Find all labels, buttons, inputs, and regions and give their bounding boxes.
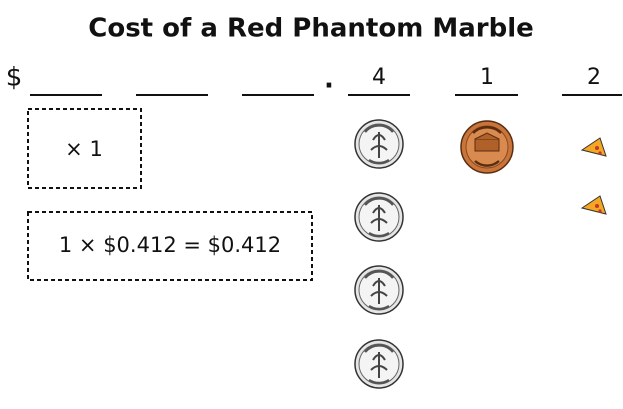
title: Cost of a Red Phantom Marble [88,14,534,44]
dime [353,264,405,316]
digit: 1 [480,65,494,90]
box-text: × 1 [65,137,103,161]
fraction-piece [581,195,607,215]
dollar-sign: $ [6,63,23,93]
penny [460,120,514,174]
dashed-box [27,211,313,281]
fraction-piece [581,137,607,157]
decimal-point: . [324,65,334,95]
dime [353,118,405,170]
digit: 4 [372,65,386,90]
dime [353,191,405,243]
digit: 2 [587,65,601,90]
box-text: 1 × $0.412 = $0.412 [59,233,281,257]
dashed-box [27,108,142,189]
dime [353,338,405,390]
